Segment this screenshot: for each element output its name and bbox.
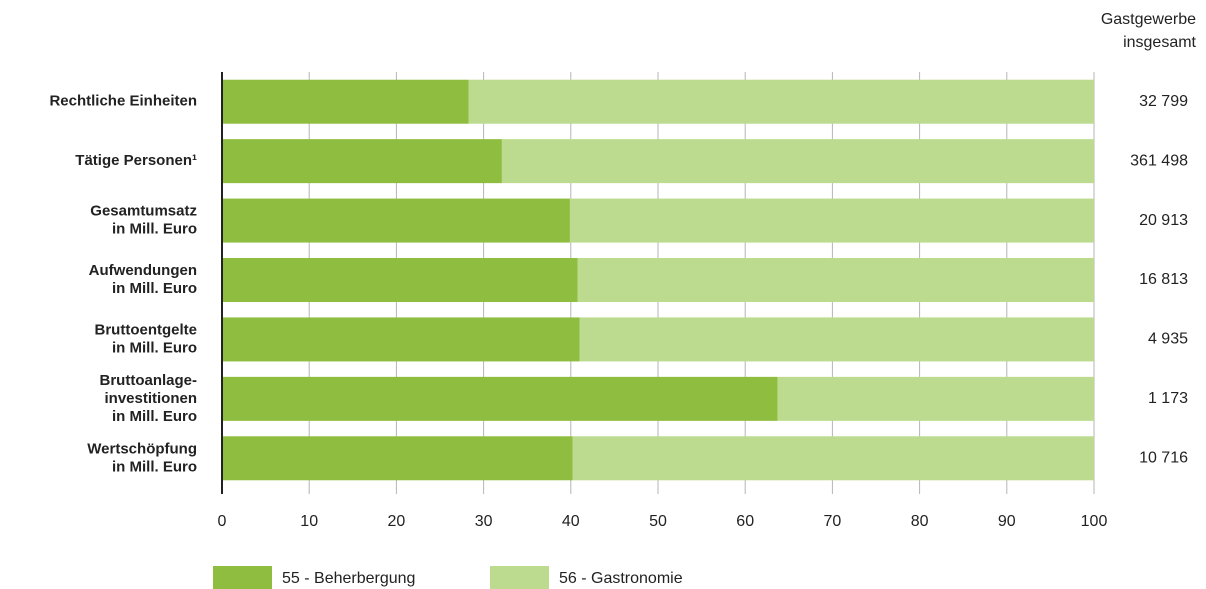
category-label: Tätige Personen¹ <box>75 152 197 169</box>
category-label: Wertschöpfung <box>87 440 197 457</box>
total-label: 20 913 <box>1139 212 1188 229</box>
category-label: investitionen <box>104 390 197 407</box>
category-label: Bruttoentgelte <box>95 321 198 338</box>
x-tick-label: 30 <box>475 513 493 530</box>
bar-segment <box>577 258 1094 302</box>
category-label: in Mill. Euro <box>112 221 197 238</box>
x-tick-label: 60 <box>736 513 754 530</box>
legend-swatch <box>490 566 549 589</box>
x-tick-label: 50 <box>649 513 667 530</box>
total-label: 4 935 <box>1148 331 1188 348</box>
bar-segment <box>501 139 1094 184</box>
total-label: 10 716 <box>1139 450 1188 467</box>
x-tick-label: 40 <box>562 513 580 530</box>
bar-segment <box>222 198 570 243</box>
x-tick-label: 0 <box>218 513 227 530</box>
category-label: Aufwendungen <box>89 262 197 279</box>
bar-segment <box>222 376 778 421</box>
total-label: 361 498 <box>1130 152 1188 169</box>
bar-segment <box>222 79 469 124</box>
bar-segment <box>222 317 580 362</box>
total-label: 1 173 <box>1148 390 1188 407</box>
x-tick-label: 100 <box>1081 513 1108 530</box>
totals-header: Gastgewerbe <box>1101 11 1196 28</box>
category-label: Rechtliche Einheiten <box>49 93 197 110</box>
x-tick-label: 90 <box>998 513 1016 530</box>
x-tick-label: 70 <box>824 513 842 530</box>
total-label: 32 799 <box>1139 93 1188 110</box>
bar-segment <box>468 79 1094 124</box>
x-tick-label: 20 <box>388 513 406 530</box>
bar-segment <box>222 436 573 481</box>
legend-label: 55 - Beherbergung <box>282 570 415 587</box>
totals-header: insgesamt <box>1123 34 1196 51</box>
legend-swatch <box>213 566 272 589</box>
category-label: Gesamtumsatz <box>90 203 197 220</box>
category-label: Bruttoanlage- <box>100 372 198 389</box>
bar-segment <box>569 198 1094 243</box>
category-label: in Mill. Euro <box>112 408 197 425</box>
bar-segment <box>572 436 1094 481</box>
total-label: 16 813 <box>1139 271 1188 288</box>
legend-label: 56 - Gastronomie <box>559 570 683 587</box>
x-tick-label: 10 <box>300 513 318 530</box>
category-label: in Mill. Euro <box>112 339 197 356</box>
category-label: in Mill. Euro <box>112 458 197 475</box>
x-tick-label: 80 <box>911 513 929 530</box>
bar-segment <box>222 258 578 302</box>
bar-segment <box>222 139 502 184</box>
bar-segment <box>579 317 1094 362</box>
category-label: in Mill. Euro <box>112 280 197 297</box>
bar-segment <box>777 376 1094 421</box>
